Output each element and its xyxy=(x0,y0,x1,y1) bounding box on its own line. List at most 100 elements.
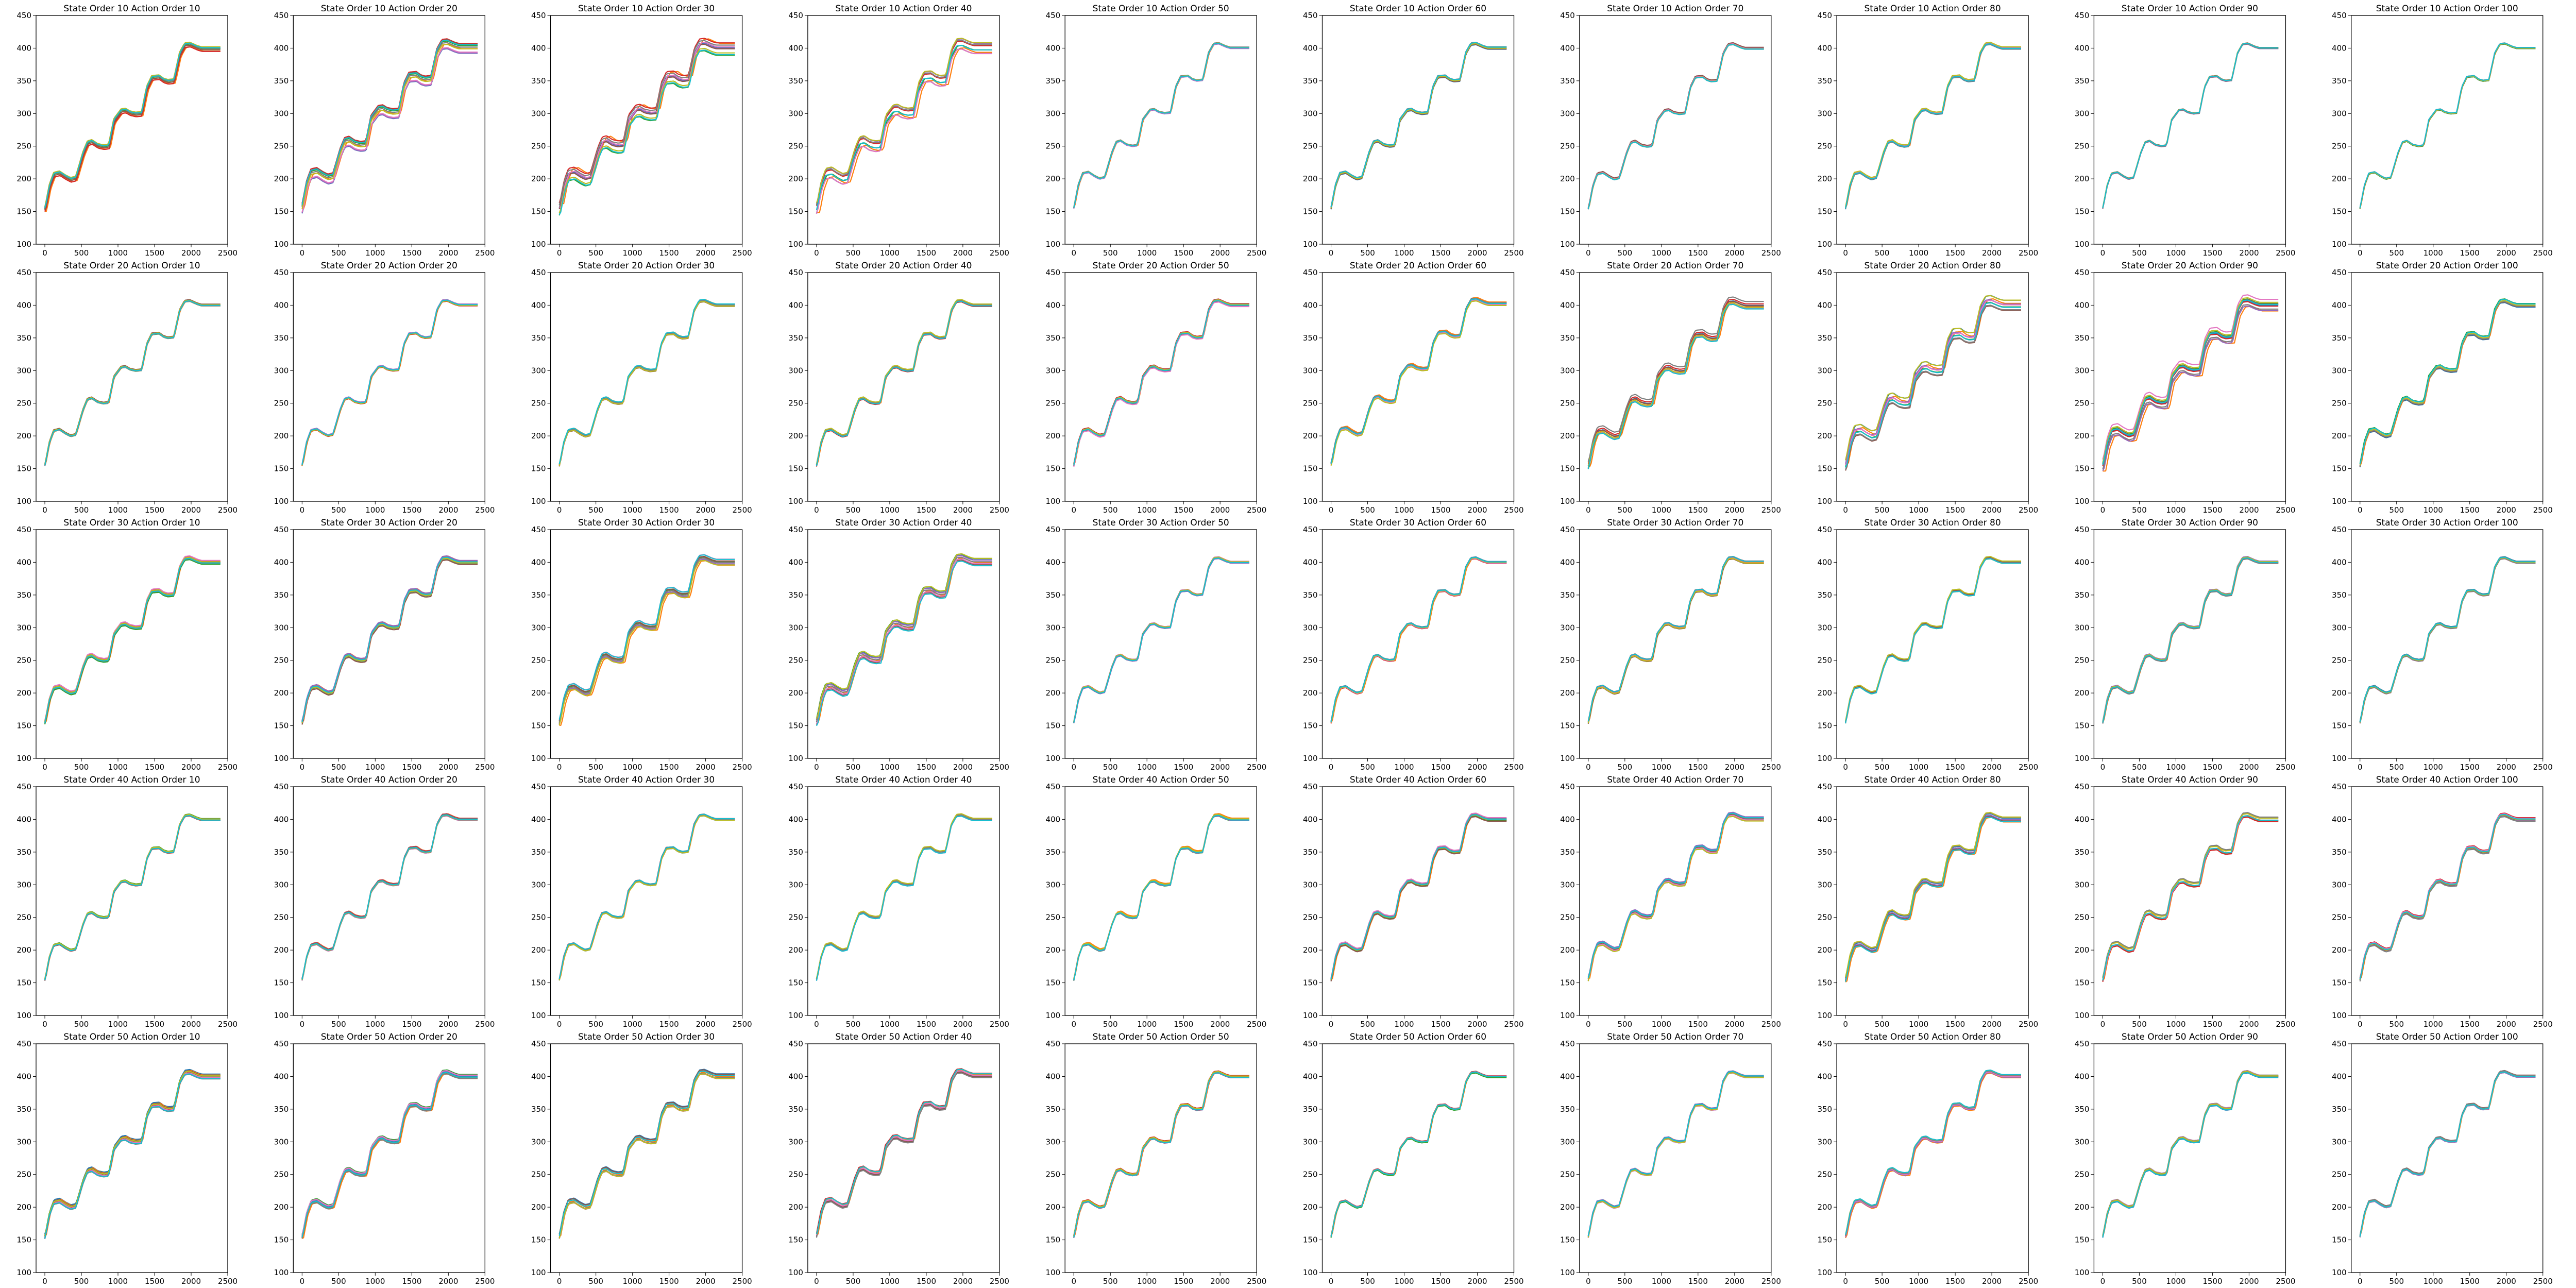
series-line xyxy=(44,41,221,207)
axes-frame xyxy=(550,786,743,1016)
x-tick-label: 500 xyxy=(331,762,346,772)
y-tick-label: 350 xyxy=(1046,590,1061,600)
axes-frame xyxy=(36,1043,228,1273)
series-line xyxy=(1587,556,1764,722)
y-tick-label: 100 xyxy=(2332,497,2347,506)
series-line xyxy=(2102,557,2279,723)
y-tick-label: 250 xyxy=(1560,399,1575,408)
y-tick-label: 200 xyxy=(1560,945,1575,955)
x-tick-label: 1500 xyxy=(402,505,421,515)
x-tick-label: 0 xyxy=(42,1020,47,1029)
y-tick-label: 350 xyxy=(274,848,289,857)
series-line xyxy=(2359,556,2536,722)
series-line xyxy=(1587,1070,1764,1236)
series-line xyxy=(301,299,478,465)
y-tick-label: 200 xyxy=(2075,945,2090,955)
y-tick-label: 400 xyxy=(2075,557,2090,567)
y-tick-label: 150 xyxy=(788,721,803,731)
x-tick-label: 2500 xyxy=(1504,1020,1523,1029)
series-line xyxy=(44,1071,221,1236)
series-line xyxy=(1330,1071,1507,1237)
x-tick-label: 1000 xyxy=(623,1020,642,1029)
series-line xyxy=(301,558,478,724)
y-tick-label: 400 xyxy=(2332,557,2347,567)
x-tick-label: 2500 xyxy=(1504,248,1523,258)
y-tick-label: 450 xyxy=(2075,11,2090,20)
series-line xyxy=(1073,299,1249,465)
y-tick-label: 150 xyxy=(16,721,31,731)
series-line xyxy=(2359,1071,2536,1237)
y-tick-label: 450 xyxy=(1303,1039,1318,1048)
series-line xyxy=(1073,556,1249,722)
series-line xyxy=(1587,302,1764,468)
x-tick-label: 0 xyxy=(814,248,819,258)
y-tick-label: 150 xyxy=(788,464,803,473)
y-tick-label: 300 xyxy=(788,109,803,118)
y-tick-label: 150 xyxy=(788,1235,803,1245)
y-tick-label: 100 xyxy=(531,1011,546,1020)
series-line xyxy=(44,1070,221,1236)
series-line xyxy=(2102,298,2279,464)
subplot-30-30: State Order 30 Action Order 30 0 500 1000 15… xyxy=(531,518,752,772)
y-tick-label: 200 xyxy=(1303,431,1318,440)
subplot-50-10: State Order 50 Action Order 10 0 500 1000 15… xyxy=(16,1032,238,1286)
axes-frame xyxy=(807,272,1000,502)
series-line xyxy=(1845,301,2021,467)
y-tick-label: 300 xyxy=(1817,1137,1832,1146)
series-line xyxy=(2102,556,2279,722)
y-tick-label: 150 xyxy=(1046,978,1061,988)
series-line xyxy=(559,560,735,726)
series-line xyxy=(558,815,735,980)
series-line xyxy=(2102,43,2279,209)
x-tick-label: 2500 xyxy=(475,1020,495,1029)
series-line xyxy=(44,299,221,465)
y-tick-label: 350 xyxy=(1303,590,1318,600)
y-tick-label: 450 xyxy=(2332,11,2347,20)
series-line xyxy=(1587,556,1764,722)
series-line xyxy=(816,48,992,214)
series-line xyxy=(558,814,735,979)
series-line xyxy=(301,1073,478,1239)
x-tick-label: 0 xyxy=(42,505,47,515)
y-tick-label: 100 xyxy=(1303,754,1318,763)
series-line xyxy=(558,299,735,465)
series-line xyxy=(1845,43,2021,209)
series-line xyxy=(1073,43,1249,209)
x-tick-label: 2500 xyxy=(733,505,752,515)
x-tick-label: 2000 xyxy=(2497,248,2516,258)
series-line xyxy=(44,557,221,723)
y-tick-label: 300 xyxy=(788,623,803,632)
series-line xyxy=(558,559,735,725)
series-line xyxy=(1845,816,2021,981)
y-tick-label: 150 xyxy=(788,978,803,988)
series-line xyxy=(816,1069,992,1235)
y-tick-label: 200 xyxy=(1560,174,1575,183)
series-line xyxy=(1330,297,1507,463)
series-line xyxy=(1587,299,1764,465)
series-line xyxy=(1073,814,1249,979)
series-line xyxy=(816,815,992,981)
x-tick-label: 1000 xyxy=(365,505,385,515)
y-tick-label: 250 xyxy=(531,1170,546,1179)
subplot-title: State Order 30 Action Order 80 xyxy=(1865,518,2001,528)
x-tick-label: 2000 xyxy=(953,248,973,258)
series-line xyxy=(2102,42,2279,208)
series-line xyxy=(1073,300,1249,466)
y-tick-label: 100 xyxy=(16,240,31,249)
y-tick-label: 400 xyxy=(1560,557,1575,567)
series-line xyxy=(558,815,735,980)
x-tick-label: 500 xyxy=(1103,762,1118,772)
series-line xyxy=(2359,815,2536,980)
series-line xyxy=(1330,815,1507,980)
x-tick-label: 2500 xyxy=(1247,1277,1266,1286)
subplot-40-100: State Order 40 Action Order 100 0 500 1000 1… xyxy=(2332,775,2553,1029)
series-line xyxy=(301,42,478,208)
y-tick-label: 200 xyxy=(274,174,289,183)
subplot-50-60: State Order 50 Action Order 60 0 500 1000 15… xyxy=(1303,1032,1524,1286)
series-line xyxy=(1330,1071,1507,1236)
x-tick-label: 500 xyxy=(1875,248,1890,258)
y-tick-label: 300 xyxy=(788,880,803,889)
series-line xyxy=(1330,299,1507,465)
series-line xyxy=(1073,42,1249,208)
x-tick-label: 500 xyxy=(74,1277,89,1286)
